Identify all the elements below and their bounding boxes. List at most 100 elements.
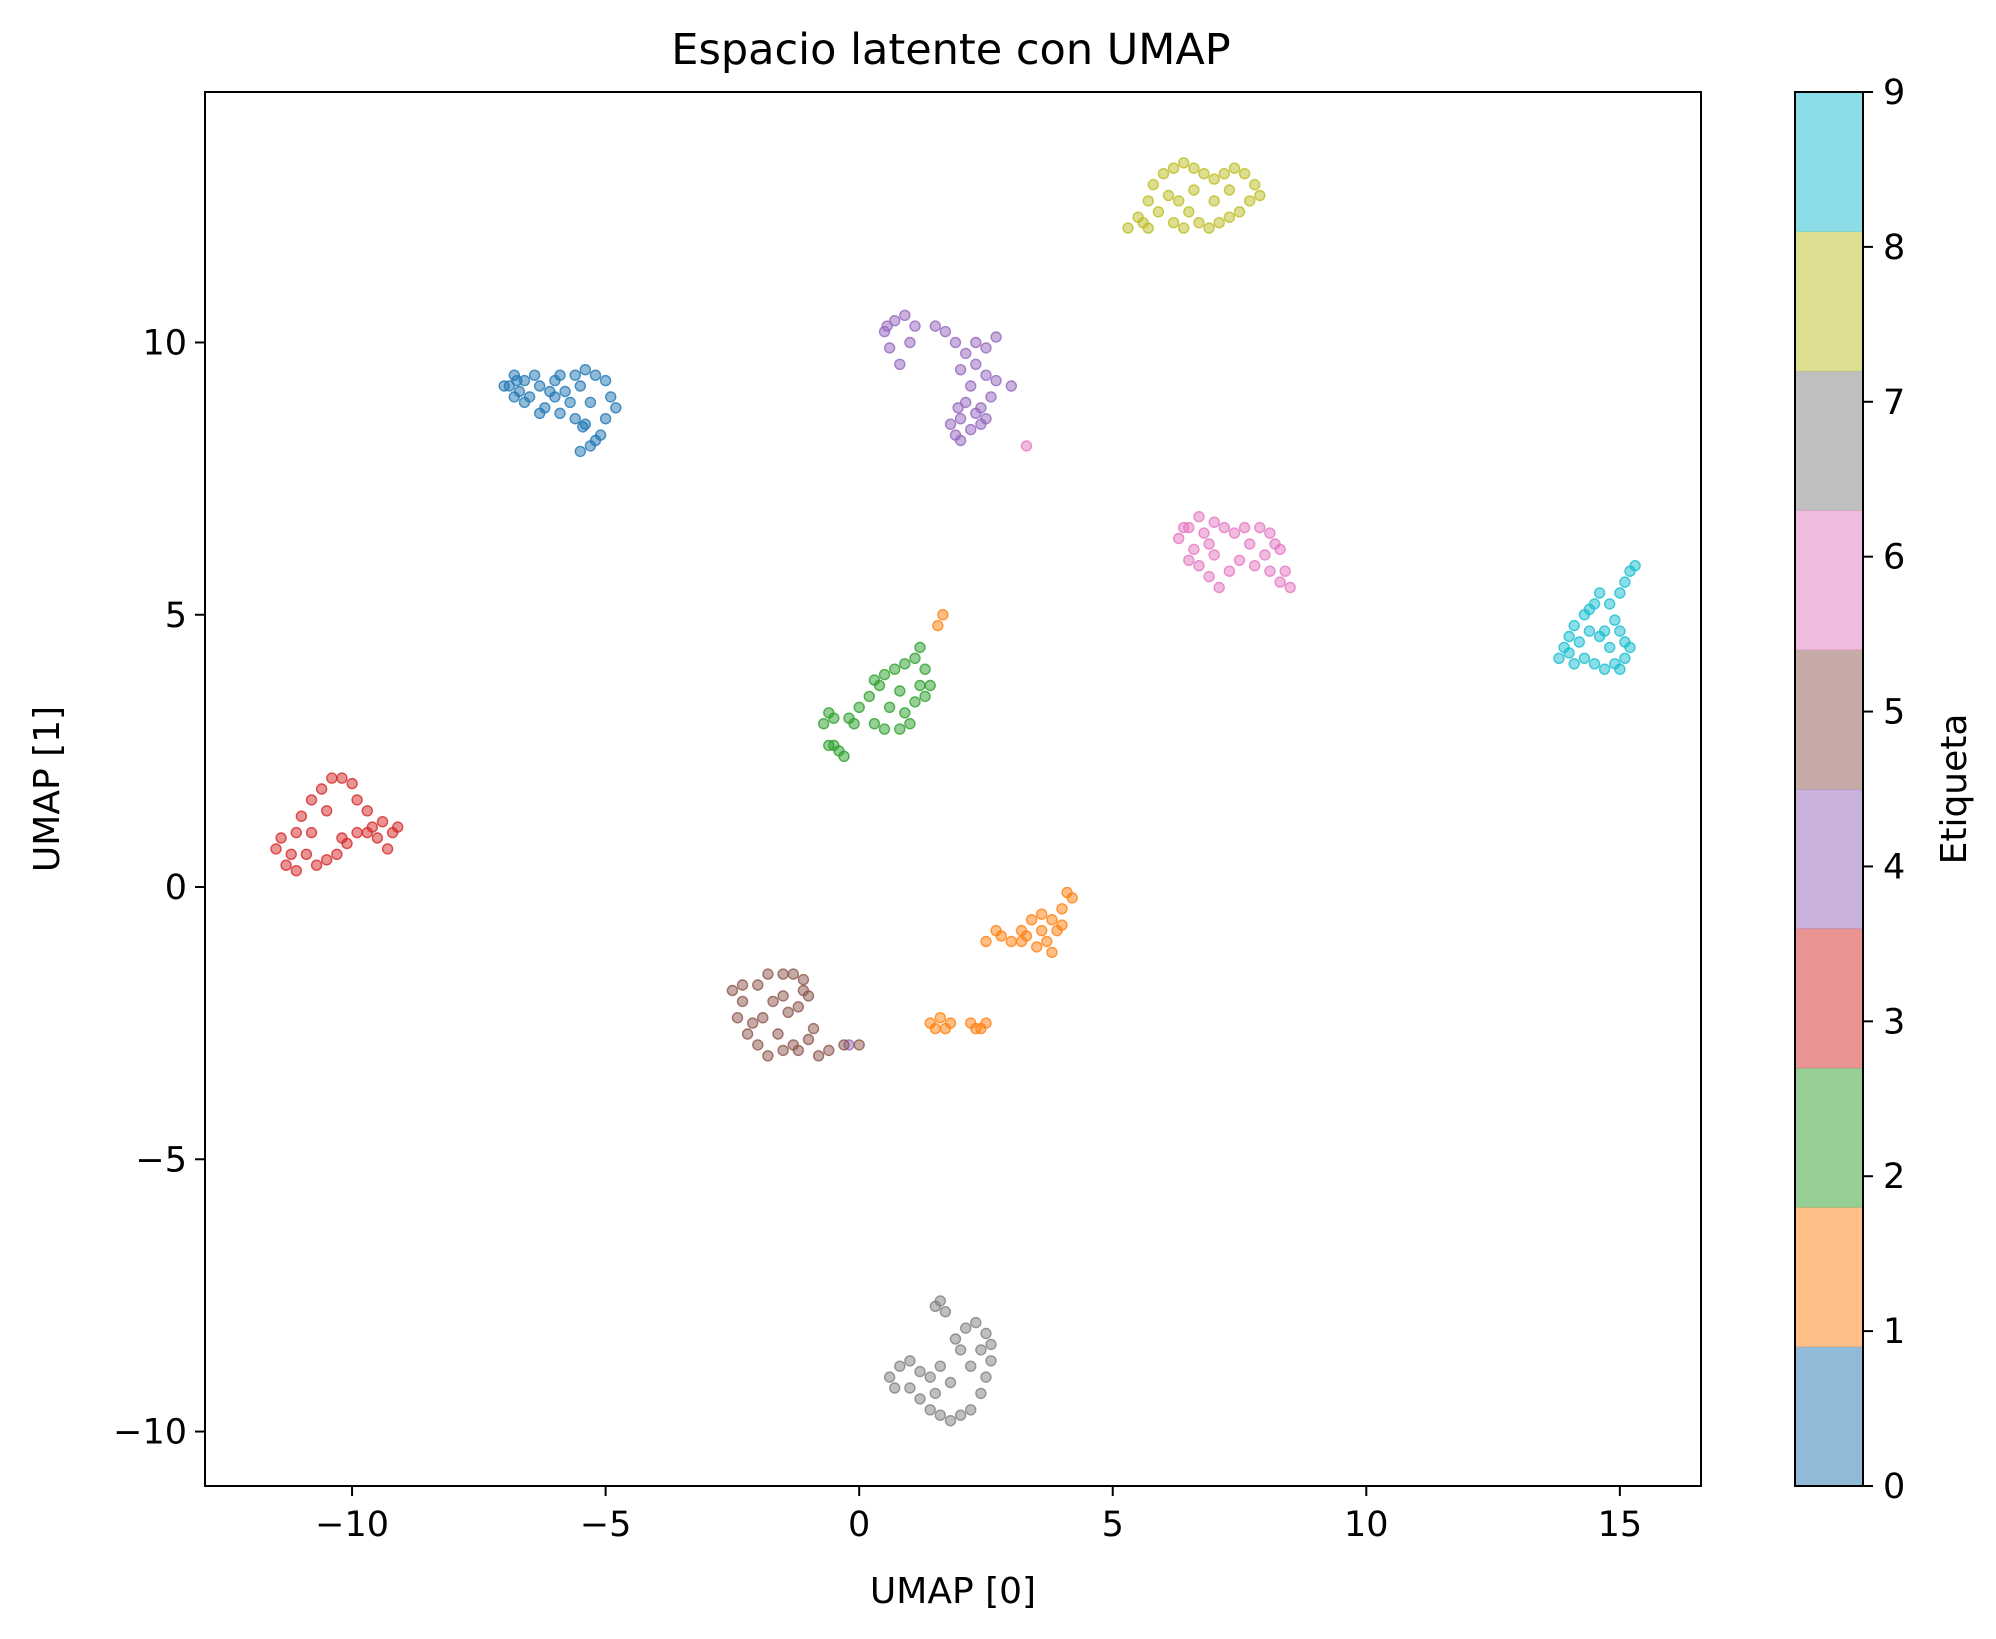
data-point xyxy=(914,1365,926,1378)
x-tick-label: 15 xyxy=(1598,1505,1643,1545)
data-point xyxy=(1035,924,1048,937)
data-point xyxy=(944,1414,957,1427)
data-point xyxy=(772,1028,784,1040)
data-point xyxy=(305,826,318,839)
data-point xyxy=(736,979,749,991)
data-point xyxy=(853,1039,865,1051)
data-point xyxy=(797,973,810,986)
data-point xyxy=(954,1344,967,1356)
data-point xyxy=(990,374,1002,387)
data-point xyxy=(1233,206,1246,218)
data-point xyxy=(970,336,982,349)
series-9 xyxy=(1553,560,1641,675)
data-point xyxy=(1254,189,1266,202)
data-point xyxy=(1593,587,1606,599)
data-point xyxy=(792,1001,804,1013)
series-0 xyxy=(498,364,622,458)
series-4 xyxy=(843,309,1017,1051)
data-point xyxy=(980,1017,992,1029)
data-point xyxy=(1193,560,1205,572)
data-point xyxy=(1243,538,1256,550)
data-point xyxy=(321,854,333,866)
data-point xyxy=(899,707,911,719)
data-point xyxy=(559,385,571,398)
data-point xyxy=(878,668,891,681)
colorbar-frame xyxy=(1794,91,1864,1487)
data-point xyxy=(914,1393,926,1405)
data-point xyxy=(1248,178,1261,191)
data-point xyxy=(528,369,541,381)
data-point xyxy=(371,832,384,844)
plot-area xyxy=(204,91,1702,1487)
data-point xyxy=(1583,603,1596,615)
data-point xyxy=(787,1039,799,1051)
data-point xyxy=(741,1028,754,1040)
data-point xyxy=(919,663,931,675)
y-axis: −10 −5 0 5 10 xyxy=(113,323,205,1453)
data-point xyxy=(980,935,992,948)
data-point xyxy=(1167,162,1180,174)
x-tick-label: −5 xyxy=(580,1505,632,1545)
data-point xyxy=(270,843,282,855)
data-point xyxy=(812,1050,825,1062)
data-point xyxy=(889,1382,901,1394)
colorbar-segment-9 xyxy=(1795,92,1863,232)
data-point xyxy=(807,1022,820,1035)
series-7 xyxy=(883,1295,997,1427)
data-point xyxy=(326,772,338,784)
data-point xyxy=(1598,625,1611,637)
data-point xyxy=(1025,914,1038,926)
data-point xyxy=(782,1006,794,1018)
colorbar-tick-label: 4 xyxy=(1883,847,1905,887)
data-point xyxy=(929,1022,941,1035)
data-point xyxy=(1137,216,1149,229)
data-point xyxy=(952,402,964,414)
colorbar-segment-8 xyxy=(1795,231,1863,372)
data-point xyxy=(929,320,941,332)
data-point xyxy=(868,718,881,730)
data-point xyxy=(1203,222,1215,234)
data-point xyxy=(518,396,531,409)
data-point xyxy=(300,848,313,860)
data-point xyxy=(980,413,992,425)
data-point xyxy=(1573,636,1586,648)
data-point xyxy=(965,1404,977,1416)
data-point xyxy=(1248,560,1261,572)
data-point xyxy=(975,1387,987,1400)
data-point xyxy=(1188,543,1200,556)
data-point xyxy=(1208,549,1220,561)
data-point xyxy=(1157,167,1170,180)
data-point xyxy=(1177,157,1190,169)
data-point xyxy=(823,1044,835,1057)
data-point xyxy=(1056,919,1068,931)
colorbar-segment-3 xyxy=(1795,928,1863,1069)
data-point xyxy=(980,1327,992,1340)
data-point xyxy=(899,658,911,670)
data-point xyxy=(321,805,333,817)
data-point xyxy=(351,794,363,806)
data-point xyxy=(1035,908,1048,920)
data-point xyxy=(534,380,546,392)
data-point xyxy=(599,413,612,425)
data-point xyxy=(833,745,845,757)
data-point xyxy=(757,1012,769,1024)
data-point xyxy=(1142,195,1154,207)
data-point xyxy=(985,1355,997,1367)
y-tick-label: 0 xyxy=(165,868,187,908)
data-point xyxy=(960,1322,972,1334)
data-point xyxy=(290,865,302,877)
y-tick-label: −10 xyxy=(113,1413,187,1453)
x-tick-label: −10 xyxy=(315,1505,389,1545)
data-point xyxy=(1183,206,1195,218)
data-point xyxy=(534,407,546,419)
data-point xyxy=(975,1344,987,1356)
data-point xyxy=(934,1409,946,1421)
data-point xyxy=(1198,167,1210,180)
data-point xyxy=(894,358,906,370)
data-point xyxy=(828,712,840,724)
data-point xyxy=(924,1404,936,1416)
data-point xyxy=(346,777,358,790)
data-point xyxy=(818,718,830,730)
